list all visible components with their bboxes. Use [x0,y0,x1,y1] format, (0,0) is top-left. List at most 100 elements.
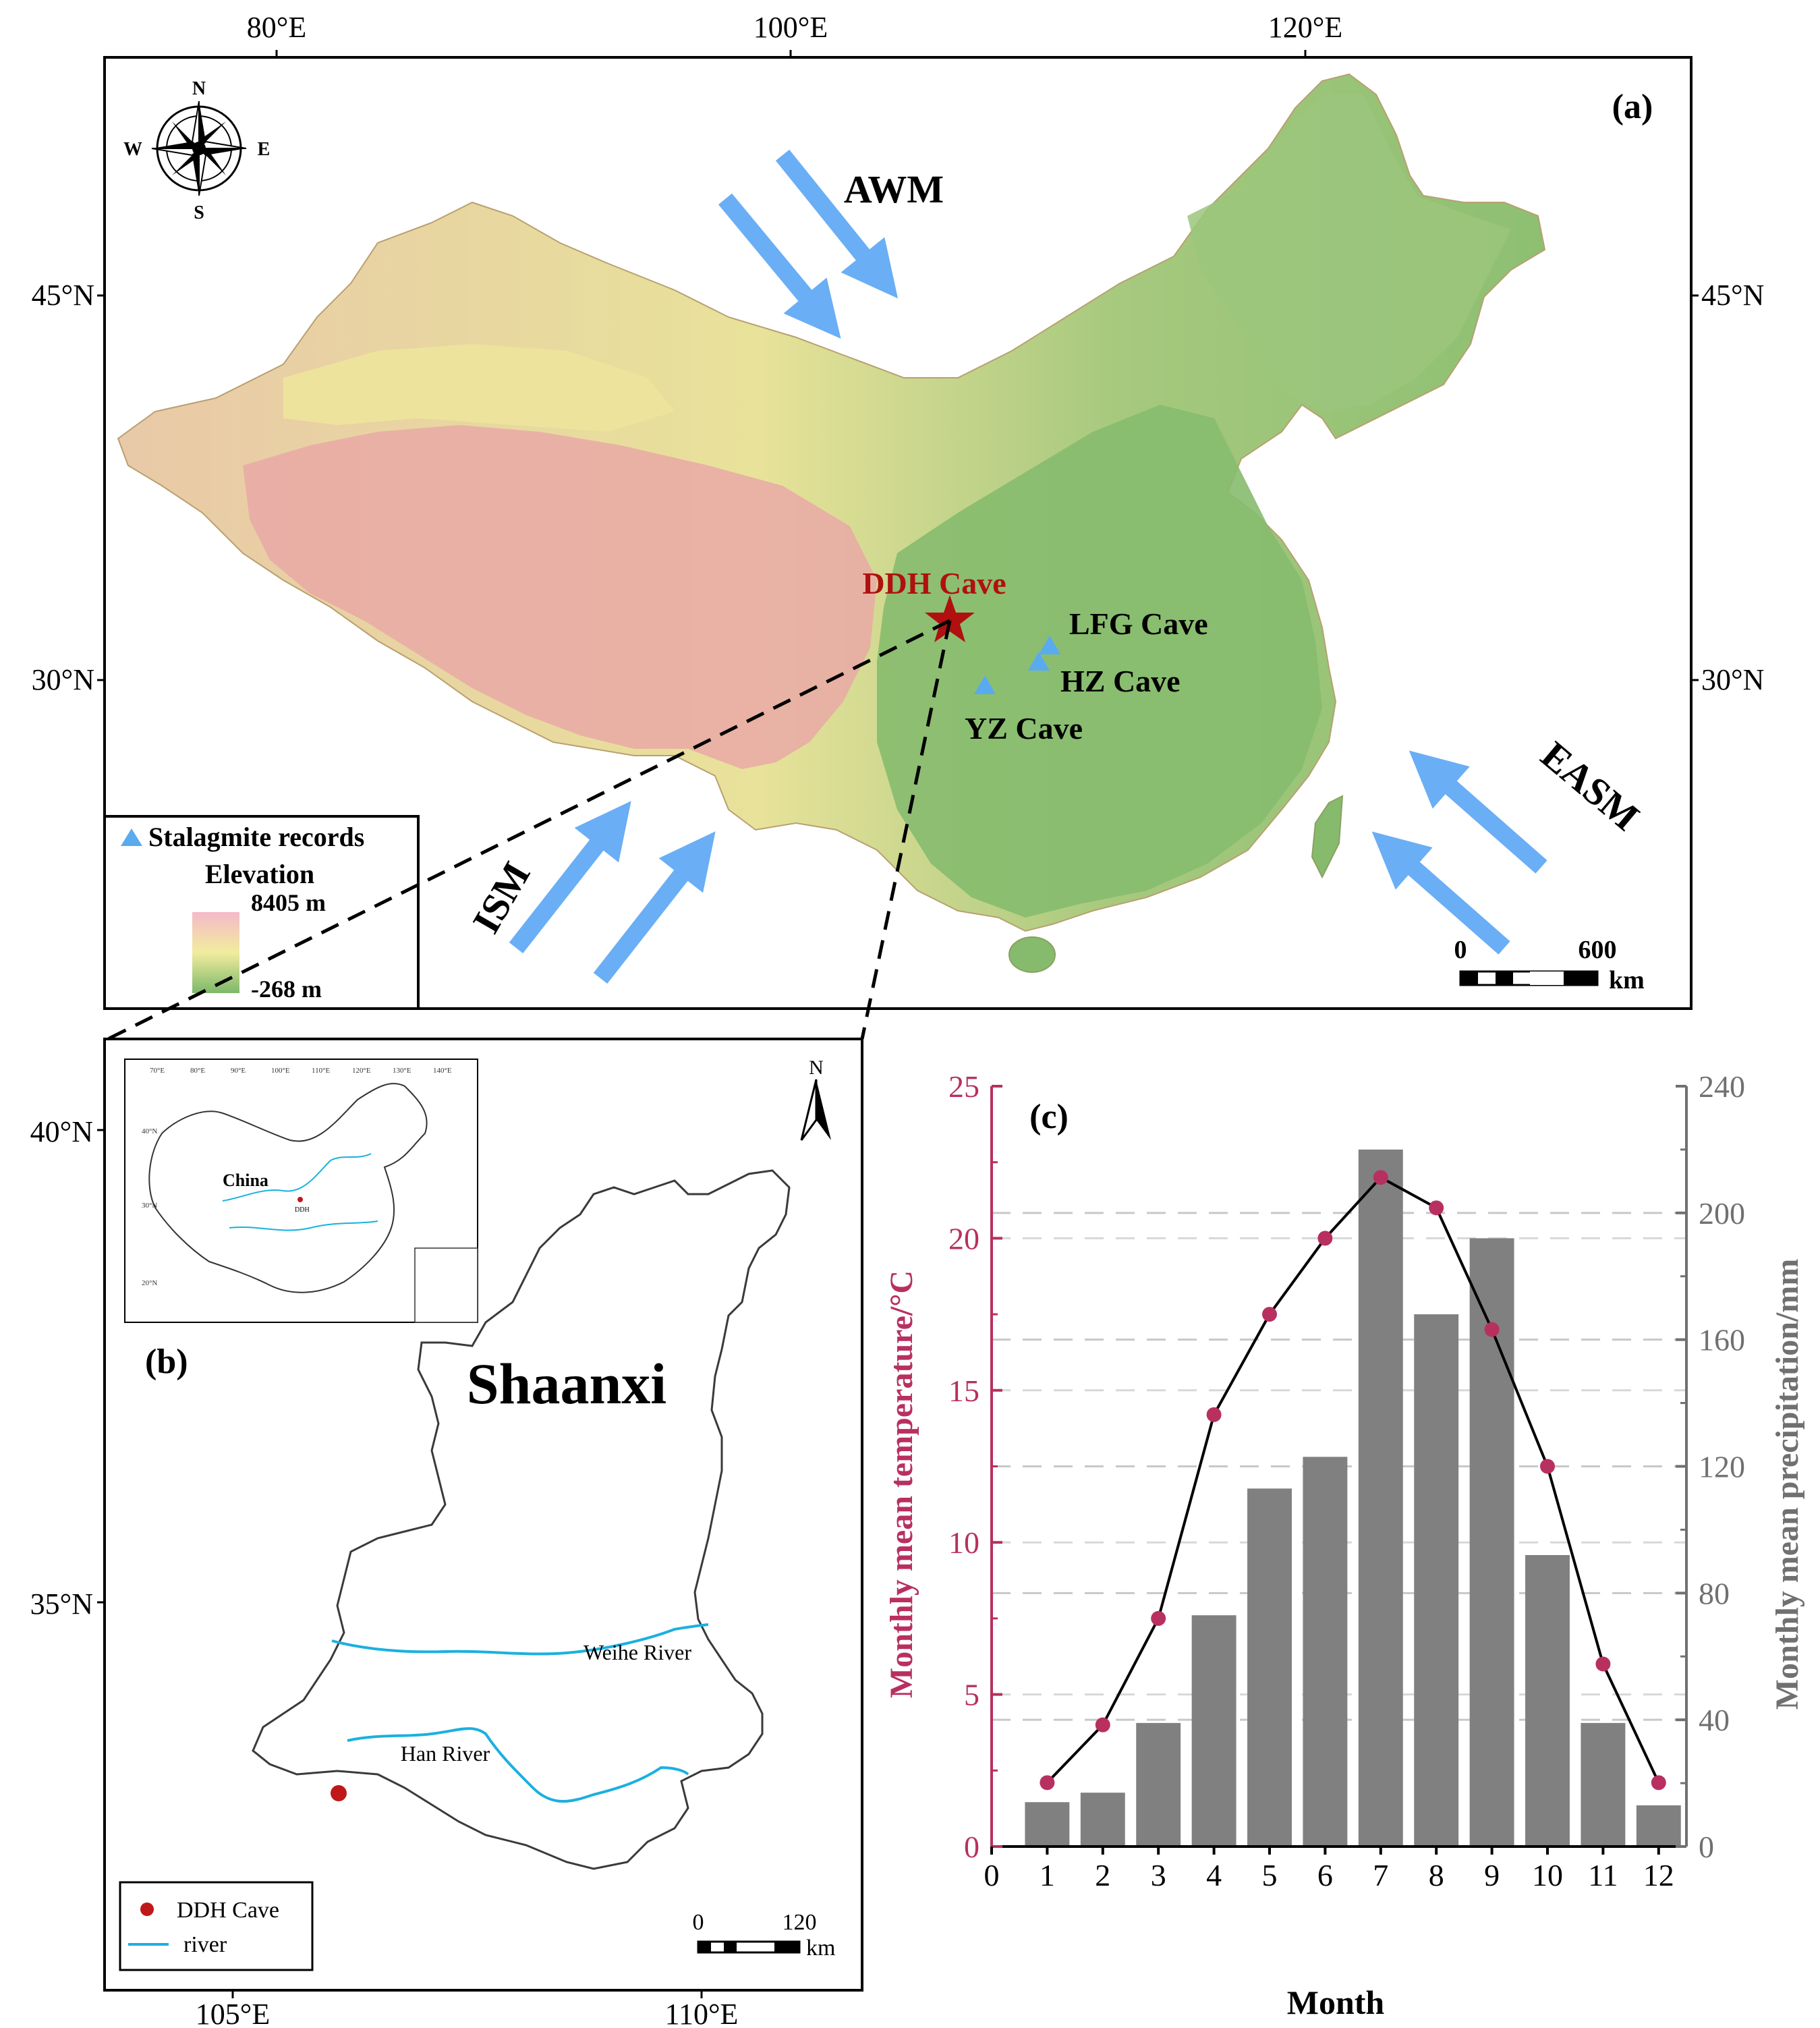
scale-b-zero: 0 [693,1910,704,1935]
precipitation-bar [1191,1615,1236,1847]
x-tick-label: 4 [1206,1858,1222,1892]
scale-b-unit: km [806,1936,835,1961]
lfg-cave-marker [1039,636,1060,654]
awm-arrows: AWM [718,149,944,339]
legend-stalagmite-marker [121,828,142,846]
precipitation-bar [1525,1554,1570,1847]
legend-b-box [119,1881,314,1971]
inset-china-outline [148,1083,428,1293]
y-axis-right-title: Monthly mean precipitation/mm [1769,1259,1805,1710]
temperature-point [1317,1231,1333,1246]
tibetan-plateau [243,425,877,769]
connector-line-left [107,619,951,1041]
awm-label: AWM [844,167,944,211]
svg-text:100°E: 100°E [271,1067,290,1075]
svg-text:130°E: 130°E [393,1067,411,1075]
lon-tick-120e: 120°E [1268,11,1342,44]
inset-ddh-dot [297,1197,303,1202]
ddh-cave-dot [331,1785,347,1801]
panel-b: 105°E 110°E 40°N 35°N 70°E 80°E 90°E 100… [30,1038,863,2028]
precipitation-bar [1358,1149,1403,1847]
temperature-point [1040,1775,1055,1791]
panel-a-lat-ticks: 45°N 45°N 30°N 30°N [32,279,1765,696]
x-tick-label: 5 [1262,1858,1278,1892]
x-tick-label: 8 [1429,1858,1444,1892]
scale-a-zero: 0 [1454,936,1467,964]
ddh-cave-star [925,595,975,642]
x-tick-label: 6 [1317,1858,1333,1892]
precipitation-bars [1025,1149,1681,1847]
awm-arrow-2 [775,149,899,299]
weihe-river-label: Weihe River [584,1640,691,1664]
lon-tick-80e: 80°E [247,11,306,44]
y-right-tick-label: 240 [1699,1069,1745,1104]
temperature-point [1206,1407,1222,1422]
northeast-plain [1187,94,1511,412]
lat-tick-30n-left: 30°N [32,663,94,696]
temperature-point [1429,1200,1444,1216]
svg-text:110°E: 110°E [312,1067,330,1075]
y-right-tick-label: 0 [1699,1830,1714,1864]
ddh-cave-label: DDH Cave [862,566,1006,600]
compass-s: S [194,202,204,223]
compass-w: W [123,139,142,160]
legend-b-river-text: river [183,1932,227,1957]
x-tick-label: 0 [984,1858,1000,1892]
connector-line-right [860,620,952,1040]
panel-a: 80°E 100°E 120°E 45°N 45°N 30°N 30°N (a) [32,11,1765,1041]
panel-a-legend: Stalagmite records Elevation 8405 m -268… [103,815,420,1010]
compass-n: N [192,78,206,99]
svg-text:70°E: 70°E [150,1067,165,1075]
panel-c-label: (c) [1029,1098,1069,1136]
precipitation-bar [1636,1805,1681,1847]
panel-a-label: (a) [1612,88,1653,126]
easm-arrow-2 [1371,831,1510,955]
temperature-point [1262,1307,1277,1322]
precipitation-bar [1581,1722,1626,1847]
x-tick-label: 2 [1095,1858,1110,1892]
lon-tick-100e: 100°E [753,11,828,44]
legend-elevation-min: -268 m [251,976,322,1003]
precipitation-bar [1247,1488,1292,1847]
panel-a-scale-bar: 0 600 km [1454,936,1645,994]
legend-elevation-title: Elevation [205,859,314,889]
x-tick-label: 9 [1484,1858,1500,1892]
lat-tick-35n: 35°N [30,1587,93,1621]
temperature-point [1540,1459,1555,1474]
shaanxi-label: Shaanxi [467,1351,666,1416]
x-tick-label: 1 [1040,1858,1055,1892]
inset-river-1 [222,1153,372,1202]
hz-cave-marker [1028,652,1050,671]
shaanxi-outline [252,1169,791,1870]
inset-river-2 [229,1220,378,1231]
y-right-tick-label: 120 [1699,1450,1745,1484]
inset-ddh-label: DDH [295,1206,310,1214]
weihe-river [331,1623,709,1656]
ism-arrow-1 [509,801,631,954]
temperature-point [1484,1322,1500,1337]
han-river-label: Han River [401,1741,490,1766]
y-left-tick-label: 10 [948,1525,979,1560]
temperature-point [1373,1170,1388,1185]
y-left-tick-label: 20 [948,1221,979,1256]
scale-b-max: 120 [783,1910,817,1935]
y-right-tick-label: 80 [1699,1576,1730,1610]
legend-b-cave-text: DDH Cave [177,1898,279,1923]
y-right-tick-label: 200 [1699,1196,1745,1231]
x-tick-label: 11 [1588,1858,1618,1892]
china-map [117,73,1546,973]
precipitation-bar [1025,1802,1070,1847]
y-left-tick-label: 5 [964,1678,979,1712]
y-left-tick-label: 25 [948,1069,979,1104]
svg-text:140°E: 140°E [433,1067,452,1075]
yz-cave-marker [974,675,996,694]
awm-arrow-1 [718,193,841,339]
elevation-colorbar [192,912,239,993]
yz-cave-label: YZ Cave [965,711,1083,745]
temperature-point [1651,1775,1666,1791]
temperature-line [1046,1175,1660,1784]
y-left-tick-label: 15 [948,1374,979,1408]
inset-lon-ticks: 70°E 80°E 90°E 100°E 110°E 120°E 130°E 1… [150,1067,452,1075]
tarim-basin [283,344,675,432]
